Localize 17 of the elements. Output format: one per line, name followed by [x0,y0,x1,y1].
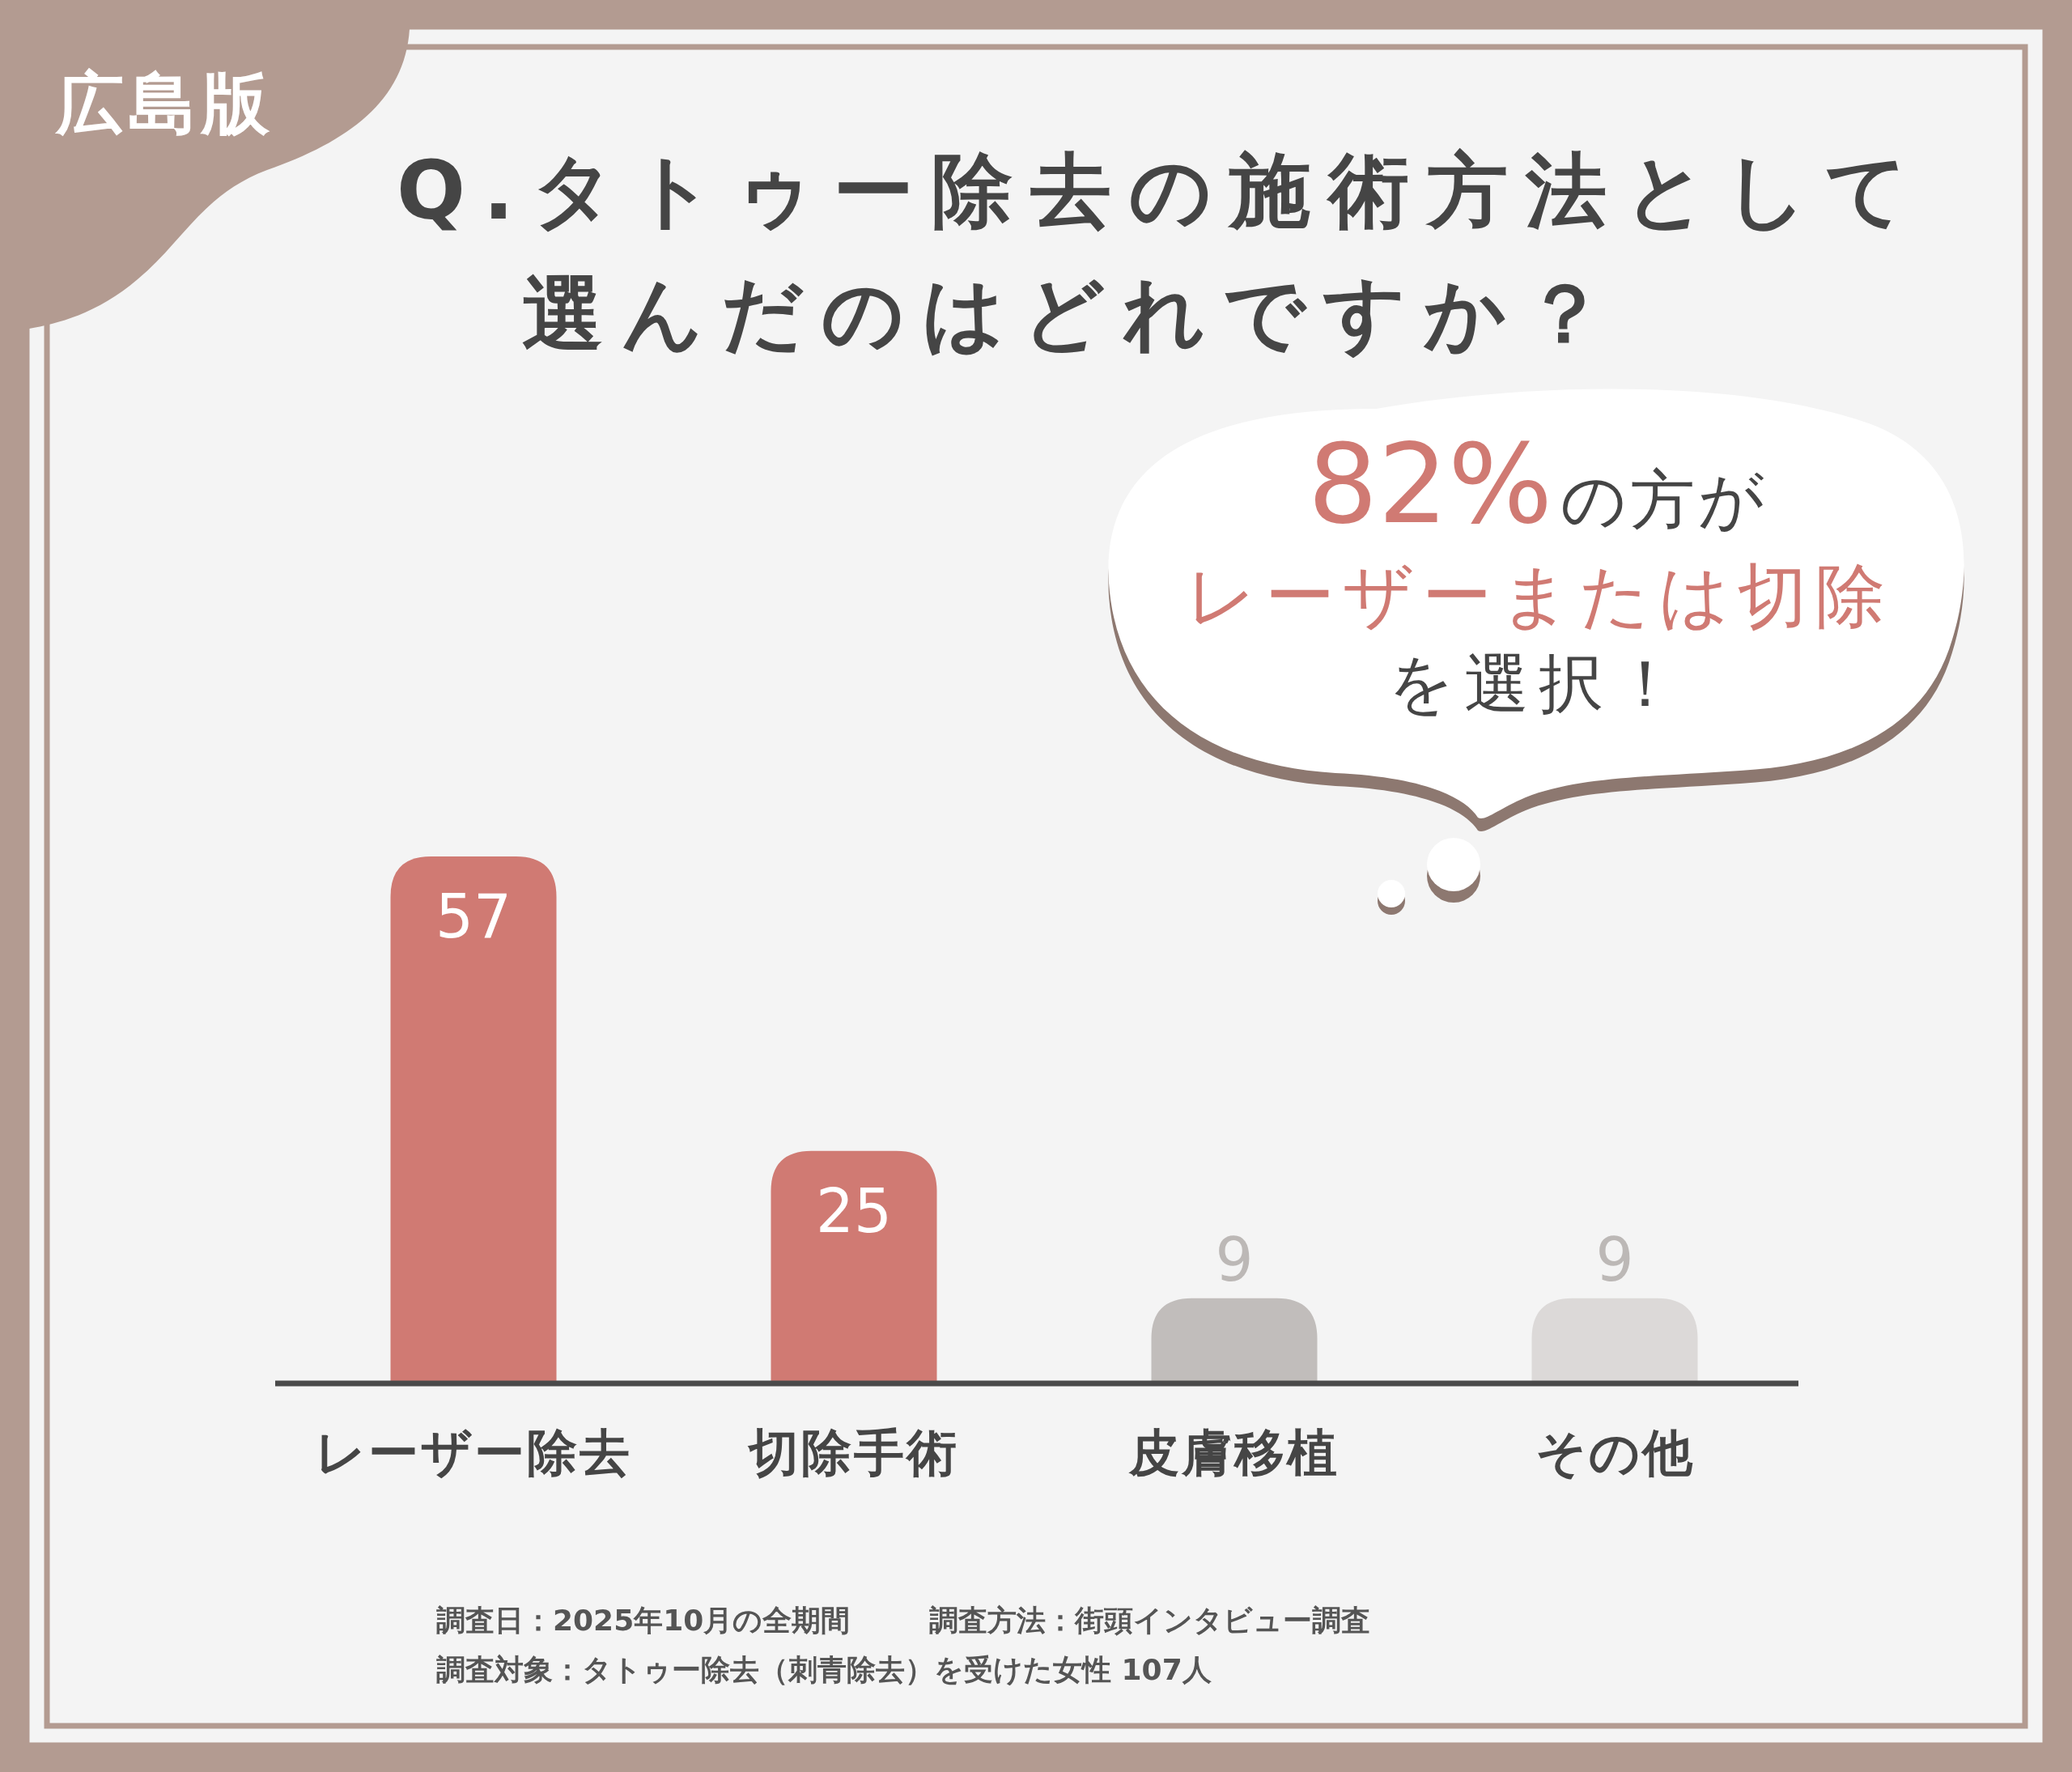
text: 調査方法：街頭インタビュー調査 [929,1604,1370,1637]
x-tick-label: その他 [1535,1423,1695,1482]
text: 広島版 [54,64,274,143]
data-label: 9 [1595,1224,1634,1294]
text: 82% [1307,420,1553,548]
text: 調査日：2025年10月の全期間 [436,1604,851,1637]
x-tick-label: 皮膚移植 [1128,1423,1340,1482]
data-label: 25 [815,1175,893,1246]
text: を選択！ [1388,646,1688,721]
data-label: 9 [1215,1224,1254,1294]
text: の方が [1560,462,1768,538]
chart-title: Q.タトゥー除去の施術方法として選んだのはどれですか？ [397,143,1926,361]
data-label: 57 [435,882,512,951]
text: 調査対象：タトゥー除去（刺青除去）を受けた女性 107人 [436,1653,1212,1686]
x-tick-label: 切除手術 [747,1423,959,1482]
text: レーザーまたは切除 [1186,555,1893,636]
x-tick-label: レーザー除去 [315,1423,632,1482]
